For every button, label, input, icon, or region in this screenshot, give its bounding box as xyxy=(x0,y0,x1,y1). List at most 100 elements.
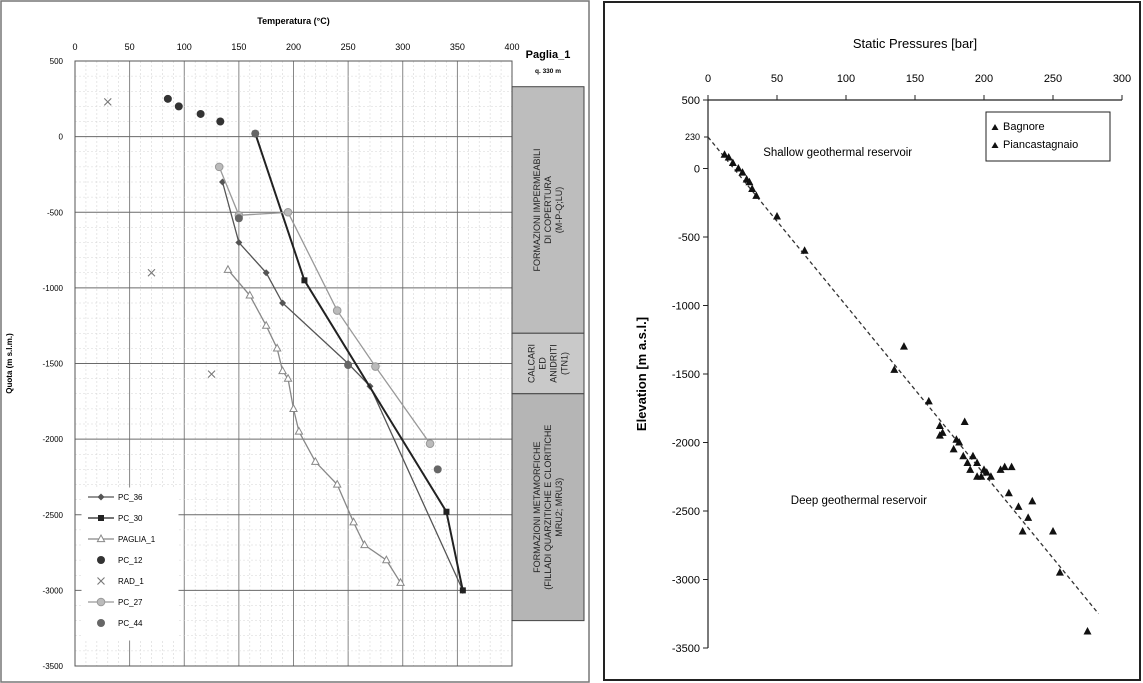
data-point xyxy=(1018,527,1027,535)
legend-marker xyxy=(97,577,105,585)
data-point xyxy=(734,164,743,172)
legend-marker xyxy=(991,142,999,148)
data-point xyxy=(745,177,754,186)
data-point xyxy=(1007,462,1016,471)
x-tick-label: 50 xyxy=(771,73,783,85)
series-paglia-1 xyxy=(223,264,406,586)
y-tick-label: -1500 xyxy=(672,369,700,381)
legend-label: Bagnore xyxy=(1003,121,1045,133)
x-tick-label: 0 xyxy=(72,42,77,52)
data-point xyxy=(310,456,320,465)
legend-label: PC_36 xyxy=(118,493,143,502)
data-point xyxy=(214,162,224,172)
data-point xyxy=(748,184,757,193)
left-legend: PC_36 PC_30 PAGLIA_1 PC_12 RAD_1 PC_27 PC_44 xyxy=(81,487,179,641)
series-pc-44 xyxy=(234,129,442,474)
data-point xyxy=(1028,496,1037,505)
legend-marker xyxy=(97,556,105,564)
data-point xyxy=(773,211,781,220)
data-point xyxy=(360,539,369,549)
data-point xyxy=(459,587,466,594)
data-point xyxy=(955,438,964,446)
temperature-depth-chart: Temperatura (°C) 0 50 100 150 200 250 300 350 400… xyxy=(0,0,590,683)
y-tick-label: -3000 xyxy=(672,575,700,587)
legend-marker xyxy=(97,619,105,627)
y-tick-label: -2500 xyxy=(672,506,700,518)
legend-marker xyxy=(98,515,104,521)
data-point xyxy=(223,264,233,273)
legend-entry: RAD_1 xyxy=(97,577,144,586)
data-point xyxy=(301,277,308,284)
formation-block xyxy=(511,332,585,395)
x-tick-label: 350 xyxy=(450,42,465,52)
series-rad-1 xyxy=(103,97,216,378)
data-point xyxy=(959,451,968,460)
data-point xyxy=(272,343,282,352)
y-tick-label: 500 xyxy=(682,95,700,107)
x-tick-label: 100 xyxy=(837,73,855,85)
formation-2: CALCARIEDANIDRITI(TN1) xyxy=(511,332,585,395)
legend-entry: PC_44 xyxy=(97,619,143,628)
data-point xyxy=(973,458,982,467)
data-point xyxy=(966,465,975,473)
data-point xyxy=(935,421,944,430)
well-name-label: Paglia_1 xyxy=(526,49,571,61)
data-point xyxy=(986,472,995,480)
legend-entry: PC_30 xyxy=(88,514,143,523)
data-point xyxy=(381,555,391,564)
data-point xyxy=(728,158,737,167)
x-tick-label: 150 xyxy=(231,42,246,52)
data-point xyxy=(278,366,288,375)
legend-marker xyxy=(96,533,106,543)
legend-box xyxy=(81,487,179,641)
y-tick-label: -2500 xyxy=(43,511,64,520)
formation-label: FORMAZIONI IMPERMEABILIDI COPERTURA(M-P-… xyxy=(532,148,564,271)
data-point xyxy=(425,439,435,448)
y-tick-label: -1000 xyxy=(672,301,700,313)
legend-marker xyxy=(96,597,106,607)
data-point xyxy=(800,246,809,254)
data-point xyxy=(1049,527,1057,535)
series-line xyxy=(227,269,402,584)
right-legend: Bagnore Piancastagnaio xyxy=(985,111,1111,162)
x-tick-label: 400 xyxy=(504,42,519,52)
y-tick-label: 500 xyxy=(50,57,64,66)
legend-entry: PC_27 xyxy=(88,597,143,607)
x-tick-label: 50 xyxy=(125,42,135,52)
temperature-chart-panel: Temperatura (°C) 0 50 100 150 200 250 300 350 400… xyxy=(0,0,590,683)
left-chart-title: Temperatura (°C) xyxy=(257,16,329,26)
x-tick-label: 200 xyxy=(975,73,993,85)
legend-box xyxy=(985,111,1111,162)
y-tick-label-230: 230 xyxy=(685,132,700,142)
pressure-chart-panel: Static Pressures [bar] 0 50 100 150 200 250 300… xyxy=(602,0,1143,683)
data-point xyxy=(371,362,380,371)
trend-line xyxy=(707,136,1100,615)
data-point xyxy=(283,207,293,217)
data-point xyxy=(349,517,359,526)
legend-label: PC_12 xyxy=(118,556,143,565)
series-pc-12 xyxy=(163,94,225,126)
data-point xyxy=(977,472,986,480)
data-point xyxy=(396,577,406,586)
x-tick-label: 0 xyxy=(705,73,711,85)
data-point xyxy=(996,465,1005,473)
data-point xyxy=(949,444,958,453)
legend-entry: Piancastagnaio xyxy=(991,139,1078,151)
y-tick-label: -3500 xyxy=(672,643,700,655)
right-chart-title: Static Pressures [bar] xyxy=(853,36,977,51)
x-tick-label: 200 xyxy=(286,42,301,52)
x-tick-label: 100 xyxy=(177,42,192,52)
series-line xyxy=(218,166,431,445)
data-point xyxy=(899,342,908,350)
y-tick-label: -2000 xyxy=(43,435,64,444)
data-point xyxy=(960,417,969,425)
pressure-points xyxy=(720,150,1092,635)
data-point xyxy=(283,373,293,382)
data-point xyxy=(174,102,183,111)
y-tick-label: 0 xyxy=(59,133,64,142)
formation-3: FORMAZIONI METAMORFICHE(FILLADI QUARZITI… xyxy=(511,393,585,622)
data-point xyxy=(147,268,156,277)
y-tick-label: -3000 xyxy=(43,586,64,595)
data-point xyxy=(738,168,747,176)
x-tick-label: 300 xyxy=(395,42,410,52)
